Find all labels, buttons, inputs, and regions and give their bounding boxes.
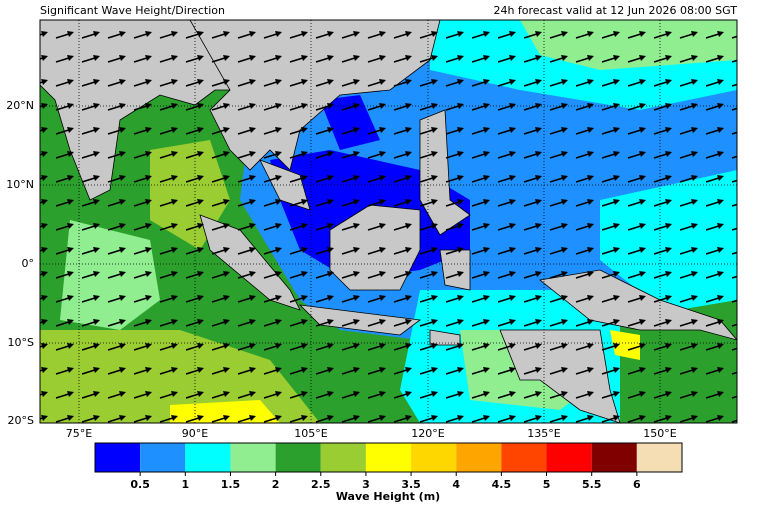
lat-label: 10°N (6, 178, 34, 191)
colorbar-swatch (320, 443, 366, 472)
lon-label: 75°E (66, 427, 92, 440)
colorbar-swatch (365, 443, 412, 472)
colorbar-swatch (230, 443, 276, 472)
colorbar-swatch (636, 443, 682, 472)
lon-label: 90°E (182, 427, 208, 440)
colorbar-tick-label: 0.5 (130, 478, 150, 491)
colorbar-swatch (275, 443, 321, 472)
colorbar-swatch (140, 443, 186, 472)
colorbar-tick-label: 4 (452, 478, 460, 491)
colorbar-swatch (95, 443, 141, 472)
subtitle: 24h forecast valid at 12 Jun 2026 08:00 … (493, 4, 737, 17)
colorbar-tick-label: 2 (272, 478, 280, 491)
title: Significant Wave Height/Direction (40, 4, 225, 17)
colorbar-swatch (456, 443, 502, 472)
colorbar-swatch (546, 443, 592, 472)
colorbar-label: Wave Height (m) (336, 490, 440, 503)
colorbar-tick-label: 6 (633, 478, 641, 491)
colorbar-tick-label: 2.5 (311, 478, 331, 491)
lat-label: 10°S (8, 336, 34, 349)
colorbar-tick-label: 3 (362, 478, 370, 491)
lat-label: 20°S (8, 414, 34, 427)
colorbar-swatch (591, 443, 637, 472)
colorbar-tick-label: 5 (543, 478, 551, 491)
map (40, 20, 737, 423)
lon-label: 120°E (411, 427, 444, 440)
colorbar-tick-label: 5.5 (582, 478, 602, 491)
lon-label: 105°E (294, 427, 327, 440)
lon-label: 150°E (643, 427, 676, 440)
colorbar-tick-label: 1 (181, 478, 189, 491)
colorbar: 0.5 1 1.5 2 2.5 3 3.5 4 4.5 5 5.5 6 (94, 442, 683, 491)
lon-label: 135°E (527, 427, 560, 440)
lat-label: 20°N (6, 99, 34, 112)
colorbar-tick-label: 4.5 (492, 478, 512, 491)
colorbar-tick-label: 1.5 (221, 478, 241, 491)
lat-label: 0° (22, 257, 35, 270)
colorbar-swatch (185, 443, 231, 472)
colorbar-frame (94, 442, 683, 473)
colorbar-tick-label: 3.5 (401, 478, 421, 491)
colorbar-swatch (501, 443, 547, 472)
colorbar-swatch (411, 443, 457, 472)
map-frame (39, 19, 738, 424)
